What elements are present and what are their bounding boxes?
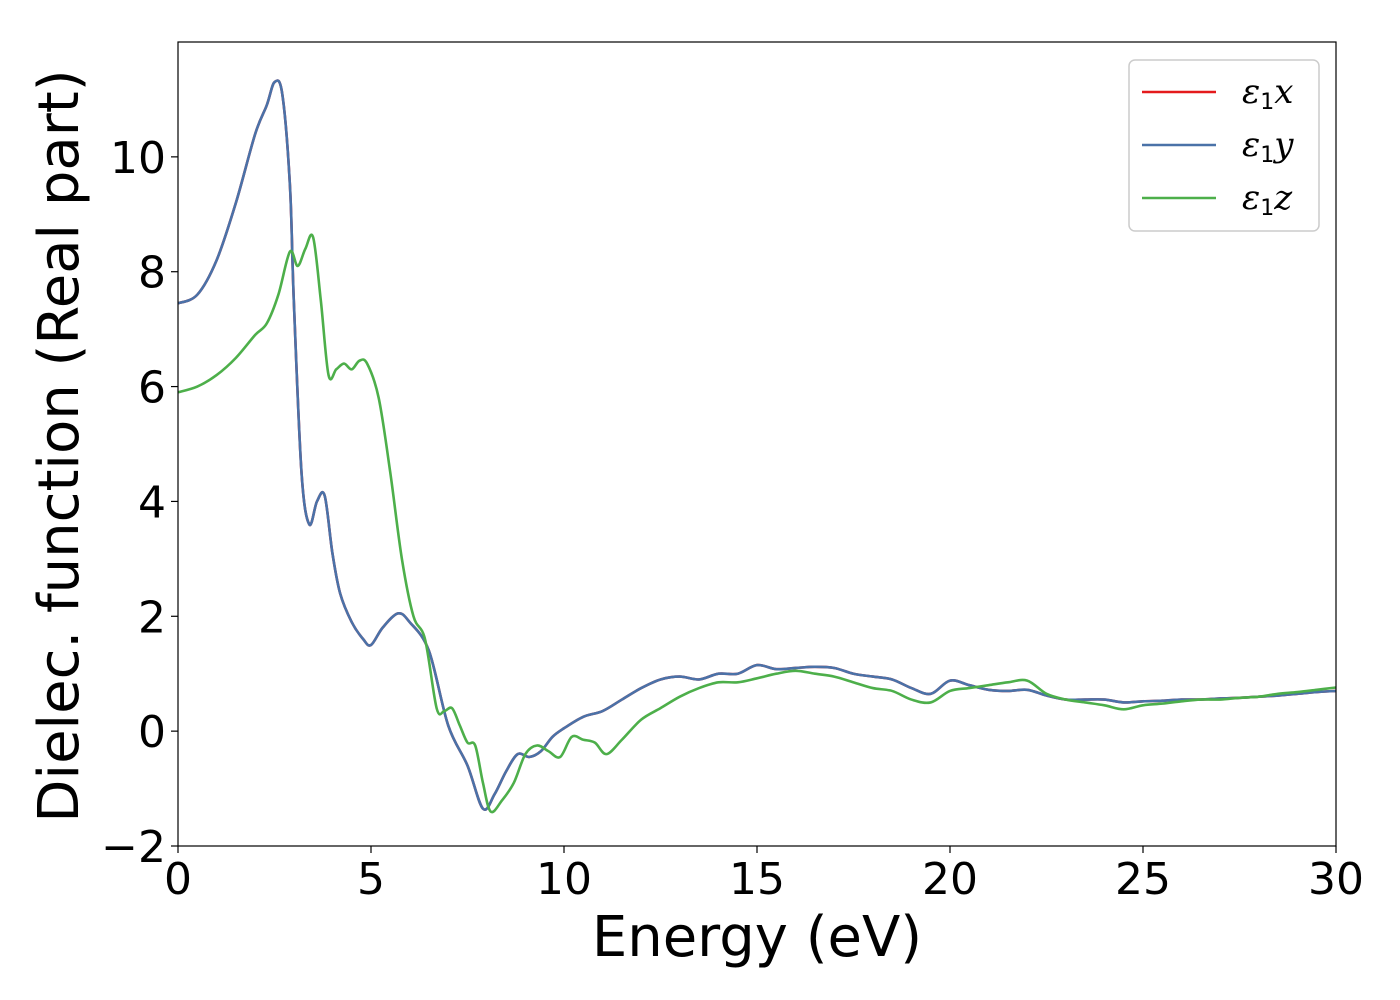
y-tick-label: 0: [138, 707, 166, 758]
y-axis: −2 0 2 4 6 8 10: [101, 133, 178, 873]
y-tick-label: 8: [138, 248, 166, 299]
x-tick-label: 30: [1308, 854, 1364, 905]
legend: ε1x ε1y ε1z: [1128, 59, 1320, 232]
y-axis-title: Dielec. function (Real part): [27, 69, 92, 822]
series-line-y: [178, 79, 1336, 811]
y-tick-label: 4: [138, 477, 166, 528]
y-tick-label: 10: [110, 133, 166, 184]
x-tick-label: 5: [357, 854, 385, 905]
legend-box: [1128, 59, 1320, 232]
x-axis-title: Energy (eV): [592, 905, 922, 970]
series-line-z: [178, 233, 1336, 814]
x-tick-label: 0: [164, 854, 192, 905]
y-tick-label: 6: [138, 363, 166, 414]
x-tick-label: 10: [536, 854, 592, 905]
y-tick-label: 2: [138, 592, 166, 643]
series-layer: [178, 79, 1336, 814]
legend-label-z: ε1z: [1242, 178, 1293, 221]
legend-label-y: ε1y: [1242, 125, 1294, 168]
x-tick-label: 25: [1115, 854, 1171, 905]
y-tick-label: −2: [101, 822, 166, 873]
x-axis: 0 5 10 15 20 25 30: [164, 846, 1364, 905]
legend-label-x: ε1x: [1242, 72, 1293, 115]
x-tick-label: 20: [922, 854, 978, 905]
x-tick-label: 15: [729, 854, 785, 905]
